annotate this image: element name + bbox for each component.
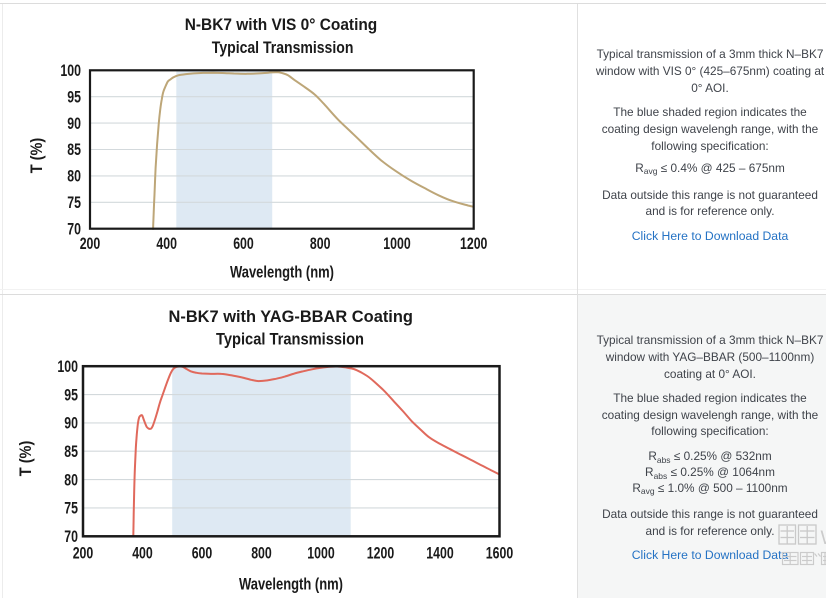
- svg-text:100: 100: [60, 62, 81, 80]
- svg-text:70: 70: [67, 220, 81, 238]
- svg-text:90: 90: [64, 415, 78, 433]
- svg-text:1600: 1600: [486, 545, 513, 563]
- svg-text:70: 70: [64, 528, 78, 546]
- svg-text:Wavelength (nm): Wavelength (nm): [230, 264, 334, 282]
- svg-text:95: 95: [64, 386, 78, 404]
- svg-text:90: 90: [67, 115, 81, 133]
- svg-text:400: 400: [132, 545, 153, 563]
- svg-text:Typical Transmission: Typical Transmission: [216, 329, 364, 348]
- svg-text:200: 200: [80, 235, 101, 253]
- svg-text:600: 600: [192, 545, 213, 563]
- svg-text:800: 800: [310, 235, 331, 253]
- svg-text:600: 600: [233, 235, 254, 253]
- svg-text:75: 75: [64, 500, 78, 518]
- svg-text:80: 80: [67, 168, 81, 186]
- svg-text:75: 75: [67, 194, 81, 212]
- svg-text:Wavelength (nm): Wavelength (nm): [239, 576, 343, 594]
- svg-text:80: 80: [64, 471, 78, 489]
- svg-text:400: 400: [156, 235, 177, 253]
- svg-text:85: 85: [64, 443, 78, 461]
- svg-text:95: 95: [67, 88, 81, 106]
- svg-text:W: W: [821, 528, 826, 549]
- svg-text:T (%): T (%): [17, 441, 35, 477]
- svg-text:200: 200: [73, 545, 94, 563]
- svg-text:1400: 1400: [426, 545, 453, 563]
- svg-text:800: 800: [251, 545, 272, 563]
- svg-text:1200: 1200: [460, 235, 487, 253]
- svg-text:N-BK7 with VIS 0° Coating: N-BK7 with VIS 0° Coating: [185, 15, 378, 34]
- svg-text:Typical Transmission: Typical Transmission: [212, 38, 354, 57]
- svg-text:1200: 1200: [367, 545, 394, 563]
- svg-text:85: 85: [67, 141, 81, 159]
- svg-text:100: 100: [57, 358, 78, 376]
- svg-text:N-BK7 with YAG-BBAR Coating: N-BK7 with YAG-BBAR Coating: [169, 307, 413, 326]
- svg-text:T (%): T (%): [28, 138, 46, 174]
- svg-text:1000: 1000: [307, 545, 334, 563]
- svg-text:1000: 1000: [383, 235, 410, 253]
